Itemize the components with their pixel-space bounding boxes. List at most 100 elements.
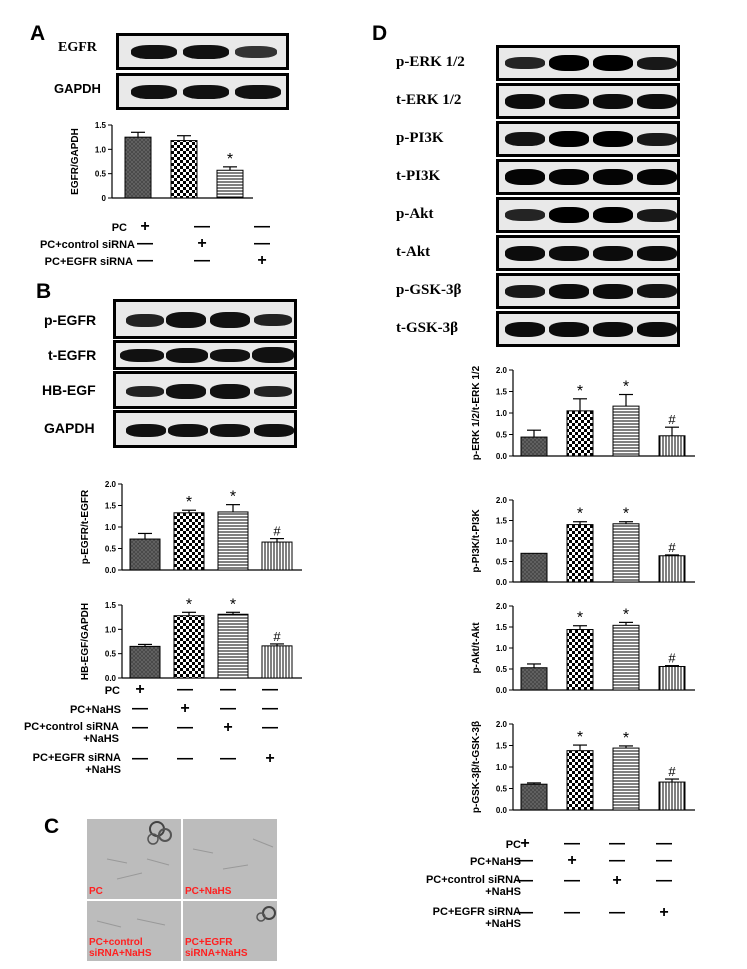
matrix-b-mark: — bbox=[132, 719, 148, 736]
matrix-b-mark: — bbox=[220, 700, 236, 717]
bar bbox=[520, 436, 548, 457]
matrix-b-mark: — bbox=[177, 750, 193, 767]
matrix-d-mark: — bbox=[517, 872, 533, 889]
y-axis-label: p-Akt/t-Akt bbox=[471, 622, 482, 674]
y-axis-label: HB-EGF/GAPDH bbox=[80, 603, 91, 680]
y-tick-label: 1.0 bbox=[496, 763, 508, 772]
bar bbox=[217, 511, 249, 571]
blot-label-gapdh-a: GAPDH bbox=[54, 81, 101, 96]
blot-label-tegfr: t-EGFR bbox=[48, 347, 97, 363]
y-tick-label: 0.0 bbox=[105, 566, 117, 575]
bar bbox=[658, 781, 686, 811]
cond-label-b-3: PC+EGFR siRNA +NaHS bbox=[32, 752, 121, 776]
matrix-d-mark: — bbox=[609, 835, 625, 852]
panel-b-letter: B bbox=[36, 280, 52, 303]
y-tick-label: 0.5 bbox=[496, 431, 508, 440]
y-tick-label: 0.5 bbox=[496, 665, 508, 674]
panel-d-letter: D bbox=[372, 22, 388, 45]
y-tick-label: 1.5 bbox=[496, 742, 508, 751]
blot-hbegf bbox=[113, 371, 297, 409]
significance-mark: # bbox=[668, 764, 676, 779]
y-tick-label: 0.0 bbox=[105, 674, 117, 683]
matrix-d-mark: — bbox=[564, 835, 580, 852]
cond-label-d-1: PC+NaHS bbox=[469, 856, 521, 868]
y-tick-label: 2.0 bbox=[496, 496, 508, 505]
bar bbox=[216, 169, 244, 199]
blot-d-5 bbox=[496, 235, 680, 271]
matrix-b-mark: — bbox=[220, 750, 236, 767]
significance-mark: # bbox=[668, 651, 676, 666]
bar bbox=[658, 435, 686, 457]
significance-mark: # bbox=[668, 412, 676, 427]
blot-label-d-6: p-GSK-3β bbox=[396, 282, 462, 298]
micrograph-pc-nahs: PC+NaHS bbox=[182, 818, 278, 900]
cond-label-a-2: PC+EGFR siRNA bbox=[44, 256, 133, 268]
blot-gapdh-a bbox=[116, 73, 289, 110]
panel-c-letter: C bbox=[44, 815, 60, 838]
y-tick-label: 1.5 bbox=[496, 517, 508, 526]
y-tick-label: 0.5 bbox=[496, 558, 508, 567]
y-tick-label: 2.0 bbox=[496, 720, 508, 729]
significance-mark: * bbox=[186, 494, 192, 511]
matrix-d-mark: + bbox=[567, 852, 577, 869]
y-tick-label: 0.5 bbox=[105, 650, 117, 659]
significance-mark: # bbox=[273, 629, 281, 644]
cond-label-a-0: PC bbox=[111, 222, 127, 234]
bar bbox=[658, 665, 686, 691]
matrix-d-mark: — bbox=[517, 904, 533, 921]
y-tick-label: 1.5 bbox=[95, 121, 107, 130]
bar bbox=[261, 645, 293, 679]
blot-d-0 bbox=[496, 45, 680, 81]
y-axis-label: p-ERK 1/2/t-ERK 1/2 bbox=[471, 365, 482, 460]
blot-label-d-1: t-ERK 1/2 bbox=[396, 92, 462, 108]
bar bbox=[612, 523, 640, 583]
chart-d2: 0.0 0.5 1.0 1.5 2.0 p-PI3K/t-PI3K * * # bbox=[471, 496, 695, 587]
blot-label-d-0: p-ERK 1/2 bbox=[396, 54, 465, 70]
micrograph-pc-control-sirna-nahs: PC+control siRNA+NaHS bbox=[86, 900, 182, 962]
bar bbox=[612, 405, 640, 457]
y-tick-label: 1.5 bbox=[105, 601, 117, 610]
bar bbox=[170, 140, 198, 199]
bar bbox=[612, 747, 640, 811]
significance-mark: * bbox=[623, 606, 629, 623]
matrix-b-mark: — bbox=[262, 700, 278, 717]
y-tick-label: 0.5 bbox=[105, 545, 117, 554]
y-tick-label: 0.5 bbox=[95, 170, 107, 179]
significance-mark: * bbox=[623, 730, 629, 747]
cond-label-d-3: PC+EGFR siRNA +NaHS bbox=[432, 906, 521, 930]
significance-mark: * bbox=[227, 151, 233, 168]
matrix-b-mark: + bbox=[223, 719, 233, 736]
bar bbox=[129, 645, 161, 679]
matrix-d-mark: — bbox=[517, 852, 533, 869]
matrix-b-mark: + bbox=[265, 750, 275, 767]
cond-label-d-2: PC+control siRNA +NaHS bbox=[425, 874, 521, 898]
blot-d-1 bbox=[496, 83, 680, 119]
blot-label-gapdh-b: GAPDH bbox=[44, 420, 95, 436]
cond-label-b-1: PC+NaHS bbox=[69, 704, 121, 716]
bar bbox=[217, 613, 249, 679]
blot-label-d-5: t-Akt bbox=[396, 244, 431, 260]
micrograph-label-pc-egfr-sirna-nahs: PC+EGFR siRNA+NaHS bbox=[185, 937, 248, 959]
micrograph-label-pc: PC bbox=[89, 886, 103, 897]
y-tick-label: 1.0 bbox=[496, 409, 508, 418]
y-tick-label: 2.0 bbox=[496, 366, 508, 375]
matrix-b-mark: + bbox=[180, 700, 190, 717]
significance-mark: # bbox=[273, 524, 281, 539]
matrix-b-mark: — bbox=[132, 750, 148, 767]
chart-a1: 0 0.5 1.0 1.5 EGFR/GAPDH * bbox=[70, 121, 253, 203]
significance-mark: * bbox=[186, 596, 192, 613]
matrix-a-mark: — bbox=[137, 252, 153, 269]
significance-mark: * bbox=[577, 610, 583, 627]
bar bbox=[566, 629, 594, 691]
matrix-d-mark: + bbox=[520, 835, 530, 852]
bar bbox=[612, 624, 640, 691]
y-axis-label: EGFR/GAPDH bbox=[70, 128, 81, 195]
y-tick-label: 2.0 bbox=[105, 480, 117, 489]
cond-label-d-0: PC bbox=[505, 839, 521, 851]
y-tick-label: 1.0 bbox=[95, 145, 107, 154]
matrix-b-mark: — bbox=[177, 681, 193, 698]
bar bbox=[129, 538, 161, 571]
chart-d1: 0.0 0.5 1.0 1.5 2.0 p-ERK 1/2/t-ERK 1/2 * * # bbox=[471, 365, 695, 461]
chart-d4: 0.0 0.5 1.0 1.5 2.0 p-GSK-3β/t-GSK-3β * * # bbox=[471, 720, 695, 815]
matrix-d-mark: — bbox=[656, 872, 672, 889]
